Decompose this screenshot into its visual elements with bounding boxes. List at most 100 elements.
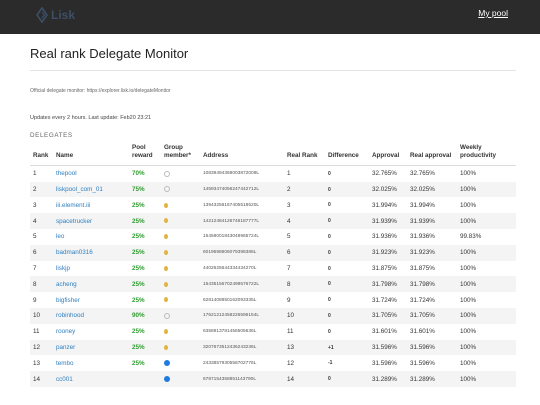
approval-cell: 31.994%	[372, 201, 397, 209]
approval-cell: 31.596%	[372, 359, 397, 367]
productivity-cell: 99.83%	[460, 233, 482, 241]
logo[interactable]: Lisk	[36, 7, 75, 23]
real-rank-cell: 3	[287, 201, 291, 209]
productivity-cell: 100%	[457, 339, 516, 356]
productivity-cell: 100%	[460, 328, 477, 336]
pool-reward-cell: 25%	[132, 328, 145, 336]
main-content: Real rank Delegate Monitor Official dele…	[30, 34, 516, 387]
table-row: 10 robinhood 90% 17621212458226596154L 10 0 31…	[30, 308, 516, 324]
pool-reward-cell	[129, 371, 161, 387]
real-approval-cell: 31.596%	[407, 339, 457, 356]
address-cell: 15458001843048965724L	[203, 234, 260, 240]
col-header-real-rank[interactable]: Real Rank	[284, 144, 325, 167]
real-approval-cell: 31.798%	[407, 276, 457, 293]
difference-cell: 0	[325, 244, 369, 261]
col-header-rank[interactable]: Rank	[30, 144, 53, 167]
real-rank-cell: 9	[287, 296, 291, 304]
delegate-name-link[interactable]: cc001	[53, 371, 129, 387]
table-row: 13 tembo 25% 2433857930558702776L 12 -1 31.596…	[30, 355, 516, 371]
real-approval-cell: 32.765%	[410, 170, 435, 178]
rank-cell: 4	[30, 213, 53, 230]
real-rank-cell: 14	[284, 371, 325, 387]
difference-cell: 0	[325, 276, 369, 293]
real-approval-cell: 31.724%	[410, 296, 435, 304]
address-cell: 2433857930558702776L	[203, 360, 257, 366]
difference-cell: 0	[328, 265, 331, 272]
real-approval-cell: 31.705%	[407, 308, 457, 324]
section-label: DELEGATES	[30, 132, 73, 139]
group-member-cell	[161, 308, 200, 324]
col-header-pool-reward[interactable]: Pool reward	[129, 144, 161, 167]
col-header-group-member[interactable]: Group member*	[161, 144, 200, 167]
delegate-name-link[interactable]: badman0316	[53, 244, 129, 261]
delegate-name-link[interactable]: tembo	[56, 359, 74, 367]
address-cell: 14212484126746187777L	[200, 213, 284, 230]
real-rank-cell: 6	[284, 244, 325, 261]
approval-cell: 31.724%	[372, 296, 397, 304]
delegate-name-link[interactable]: liskjp	[56, 265, 70, 273]
difference-cell: 0	[325, 308, 369, 324]
approval-cell: 31.939%	[369, 213, 407, 230]
delegate-name-link[interactable]: leo	[56, 233, 65, 241]
logo-text: Lisk	[51, 8, 76, 22]
group-member-cell	[161, 229, 200, 245]
real-rank-cell: 11	[287, 328, 294, 336]
real-rank-cell: 7	[287, 265, 291, 273]
real-approval-cell: 31.601%	[410, 328, 435, 336]
real-approval-cell: 31.994%	[410, 201, 435, 209]
my-pool-link[interactable]: My pool	[478, 8, 508, 18]
rank-cell: 5	[33, 233, 37, 241]
rank-cell: 10	[30, 308, 53, 324]
approval-cell: 31.705%	[369, 308, 407, 324]
divider	[30, 70, 516, 71]
pin-icon	[164, 344, 168, 350]
address-cell: 6019598606079398388L	[200, 244, 284, 261]
pool-reward-cell: 25%	[129, 213, 161, 230]
top-navbar: Lisk My pool	[0, 0, 540, 34]
delegate-name-link[interactable]: bigfisher	[56, 296, 80, 304]
delegate-name-link[interactable]: robinhood	[53, 308, 129, 324]
group-member-cell	[161, 371, 200, 387]
rank-cell: 13	[33, 359, 41, 367]
col-header-weekly-productivity[interactable]: Weekly productivity	[457, 144, 516, 167]
col-header-real-approval[interactable]: Real approval	[407, 144, 457, 167]
productivity-cell: 100%	[457, 371, 516, 387]
delegate-name-link[interactable]: panzer	[53, 339, 129, 356]
col-header-approval[interactable]: Approval	[369, 144, 407, 167]
delegate-name-link[interactable]: spacetrucker	[53, 213, 129, 230]
empty-circle-icon	[164, 170, 170, 177]
table-row: 3 iii.element.iii 25% 13943256167405518520L…	[30, 197, 516, 213]
group-member-cell	[161, 181, 200, 198]
col-header-difference[interactable]: Difference	[325, 144, 369, 167]
real-rank-cell: 13	[284, 339, 325, 356]
address-cell: 6281408850162093335L	[203, 297, 257, 303]
productivity-cell: 100%	[460, 359, 477, 367]
productivity-cell: 100%	[457, 244, 516, 261]
productivity-cell: 100%	[460, 296, 477, 304]
approval-cell: 31.923%	[369, 244, 407, 261]
delegates-table: Rank Name Pool reward Group member* Addr…	[30, 144, 516, 387]
delegate-name-link[interactable]: thepool	[56, 170, 77, 178]
delegate-name-link[interactable]: acheng	[53, 276, 129, 293]
col-header-name[interactable]: Name	[53, 144, 129, 167]
update-info: Updates every 2 hours. Last update: Feb2…	[30, 115, 152, 121]
table-row: 9 bigfisher 25% 6281408850162093335L 9 0 31.72…	[30, 292, 516, 308]
group-member-cell	[161, 244, 200, 261]
pool-reward-cell: 70%	[132, 170, 145, 178]
approval-cell: 32.765%	[372, 170, 397, 178]
address-cell: 4402625644334434270L	[203, 266, 257, 272]
group-member-cell	[161, 324, 200, 340]
address-cell: 14593474056247442712L	[200, 181, 284, 198]
col-header-address[interactable]: Address	[200, 144, 284, 167]
delegate-name-link[interactable]: iii.element.iii	[56, 201, 91, 209]
delegate-name-link[interactable]: rooney	[56, 328, 76, 336]
real-rank-cell: 5	[287, 233, 291, 241]
pool-reward-cell: 25%	[132, 233, 145, 241]
table-row: 5 leo 25% 15458001843048965724L 5 0 31.936% 31.…	[30, 229, 516, 245]
rank-cell: 9	[33, 296, 37, 304]
group-member-cell	[161, 276, 200, 293]
delegate-name-link[interactable]: liskpool_com_01	[53, 181, 129, 198]
group-member-cell	[161, 261, 200, 277]
productivity-cell: 100%	[457, 213, 516, 230]
group-member-cell	[161, 339, 200, 356]
